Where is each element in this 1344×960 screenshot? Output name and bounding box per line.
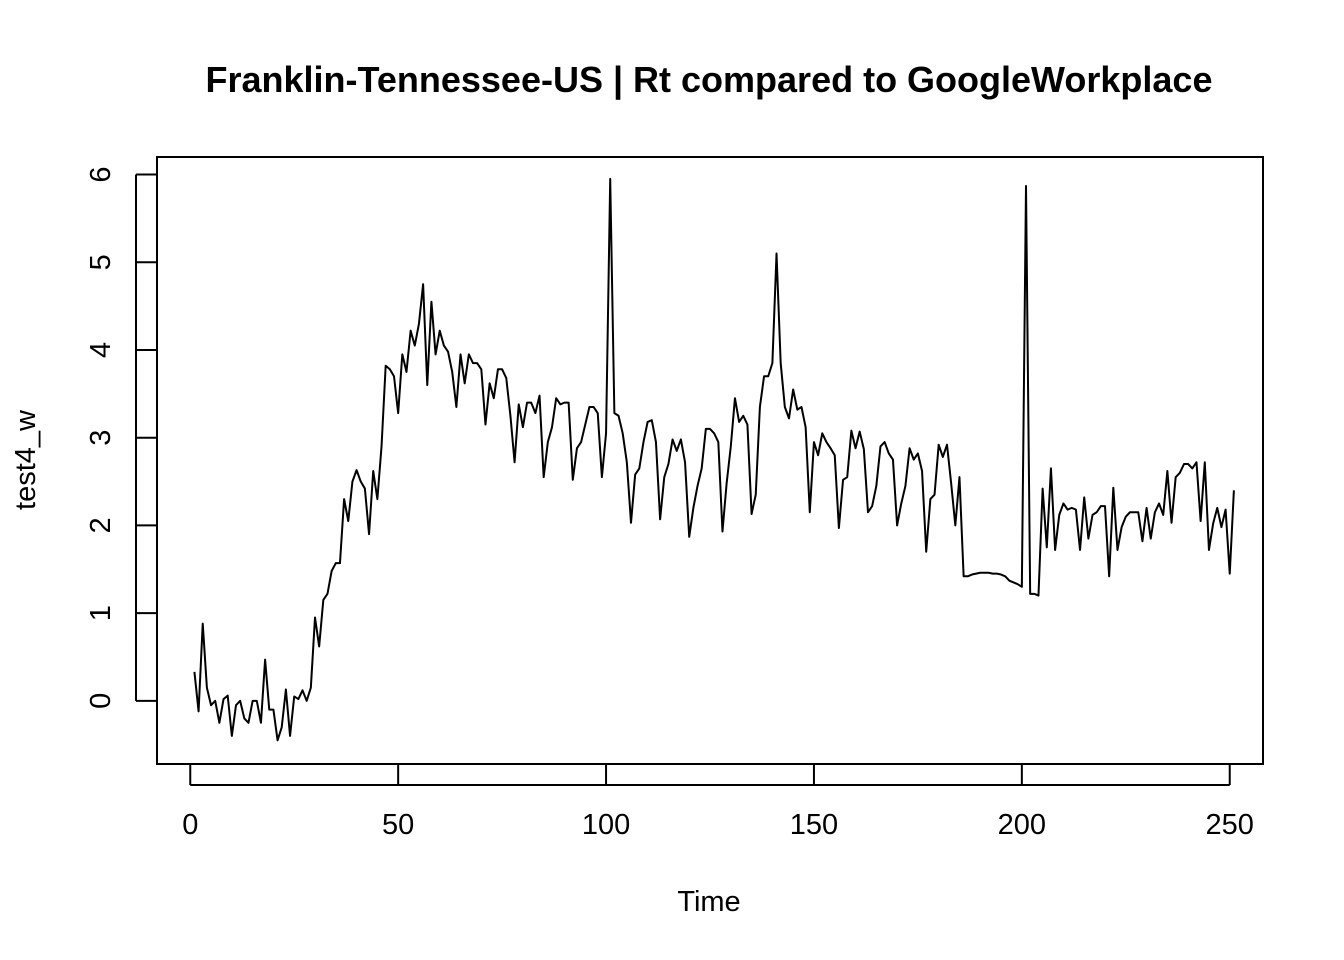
x-tick-label: 100 — [582, 809, 630, 841]
x-tick-label: 150 — [790, 809, 838, 841]
x-tick-label: 200 — [998, 809, 1046, 841]
x-tick-label: 0 — [182, 809, 198, 841]
plot-frame — [156, 156, 1264, 765]
y-tick-label: 1 — [85, 605, 117, 621]
y-tick-label: 5 — [85, 254, 117, 270]
y-tick-label: 3 — [85, 430, 117, 446]
y-tick-label: 6 — [85, 166, 117, 182]
y-tick-label: 0 — [85, 693, 117, 709]
y-tick-label: 2 — [85, 517, 117, 533]
series-line — [193, 177, 1235, 742]
x-axis: 0 50 100 150 200 250 — [182, 764, 1254, 841]
x-tick-label: 250 — [1206, 809, 1254, 841]
y-tick-label: 4 — [85, 342, 117, 358]
x-tick-label: 50 — [382, 809, 414, 841]
y-axis-label: test4_w — [10, 409, 42, 510]
x-axis-label: Time — [677, 886, 740, 918]
chart-title: Franklin-Tennessee-US | Rt compared to G… — [206, 59, 1213, 101]
y-axis: 0 1 2 3 4 5 6 — [85, 166, 157, 709]
